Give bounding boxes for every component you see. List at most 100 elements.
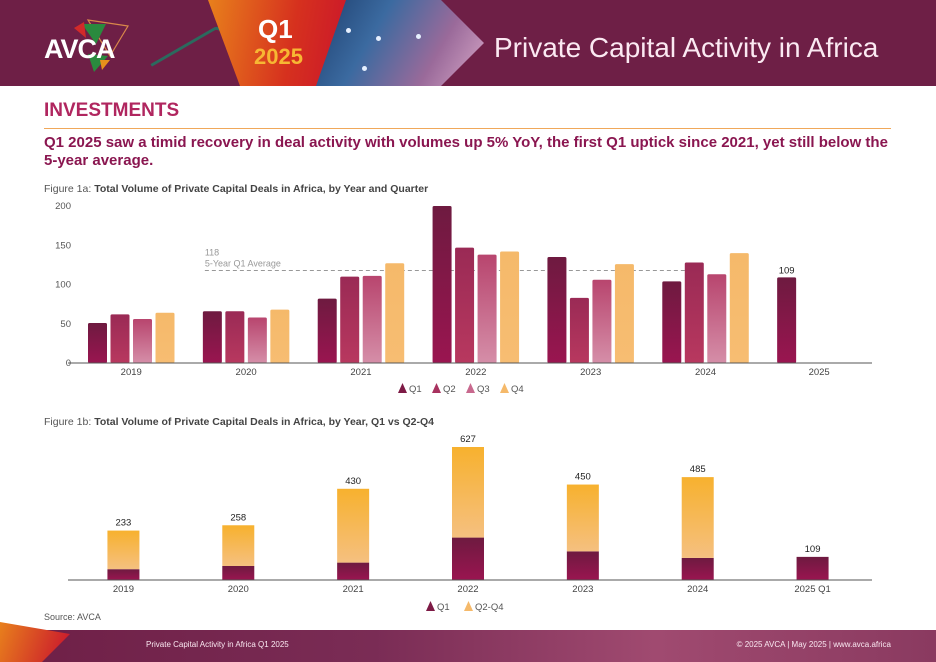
section-divider xyxy=(44,128,891,129)
x-tick-label: 2020 xyxy=(236,367,257,378)
bar-q1-2020 xyxy=(202,311,222,363)
legend-marker-q2-q4-icon xyxy=(464,601,473,611)
bar-q2-2019 xyxy=(110,314,130,363)
data-label: 109 xyxy=(779,265,795,276)
legend-marker-q3-icon xyxy=(466,383,475,393)
bar-q2-q4-2019 xyxy=(107,530,140,570)
figure-1a-chart: 0501001502001185-Year Q1 Average20192020… xyxy=(55,201,872,395)
total-label: 258 xyxy=(230,512,246,523)
legend-marker-q1-icon xyxy=(398,383,407,393)
bar-q2-2023 xyxy=(569,297,589,363)
bar-q1-2024 xyxy=(662,281,682,363)
bar-q1-2022 xyxy=(432,206,452,363)
bar-q2-2024 xyxy=(684,262,704,363)
total-label: 430 xyxy=(345,476,361,487)
bar-q3-2019 xyxy=(133,319,152,363)
bar-q1-2019 xyxy=(107,569,140,580)
y-tick-label: 200 xyxy=(55,201,71,212)
page-header: AVCA Q1 2025 Private Capital Activity in… xyxy=(0,0,936,86)
logo-text: AVCA xyxy=(44,34,116,64)
y-tick-label: 150 xyxy=(55,240,71,251)
x-tick-label: 2022 xyxy=(457,584,478,595)
bar-q4-2019 xyxy=(155,312,175,363)
bar-q2-2020 xyxy=(225,311,245,363)
bar-q2-q4-2024 xyxy=(681,477,714,558)
total-label: 627 xyxy=(460,434,476,445)
x-tick-label: 2022 xyxy=(465,367,486,378)
bar-q2-q4-2023 xyxy=(566,484,599,552)
total-label: 109 xyxy=(805,544,821,555)
figure-1a-title: Total Volume of Private Capital Deals in… xyxy=(94,183,429,195)
section-title: INVESTMENTS xyxy=(44,100,180,121)
total-label: 485 xyxy=(690,464,706,475)
reference-line-label: 5-Year Q1 Average xyxy=(205,258,281,268)
total-label: 450 xyxy=(575,472,591,483)
legend-label: Q3 xyxy=(477,384,490,395)
bar-q4-2024 xyxy=(729,253,749,363)
bar-q4-2022 xyxy=(500,251,520,363)
figure-1b-chart: 233 2019 258 2020 430 2021 627 2022 450 2023 485 20… xyxy=(68,434,872,613)
bar-q2-2021 xyxy=(340,276,360,363)
bar-q3-2024 xyxy=(707,274,727,363)
bar-q1-2022 xyxy=(452,537,484,580)
total-label: 233 xyxy=(115,518,131,529)
source-note: Source: AVCA xyxy=(44,612,101,622)
x-tick-label: 2019 xyxy=(113,584,134,595)
section-headline: Q1 2025 saw a timid recovery in deal act… xyxy=(44,134,888,169)
bar-q1-2020 xyxy=(222,566,255,580)
x-tick-label: 2019 xyxy=(121,367,142,378)
report-title: Private Capital Activity in Africa xyxy=(494,32,879,63)
bar-q2-q4-2020 xyxy=(222,525,255,566)
bar-q4-2020 xyxy=(270,309,290,363)
footer-report-name: Private Capital Activity in Africa Q1 20… xyxy=(146,640,289,649)
bar-q4-2021 xyxy=(385,263,405,363)
avca-logo: AVCA xyxy=(44,16,134,74)
x-tick-label: 2023 xyxy=(572,584,593,595)
x-tick-label: 2024 xyxy=(695,367,716,378)
bar-q3-2021 xyxy=(362,275,382,363)
x-tick-label: 2021 xyxy=(350,367,371,378)
badge-quarter: Q1 xyxy=(258,14,293,44)
x-tick-label: 2020 xyxy=(228,584,249,595)
bar-q3-2020 xyxy=(247,317,267,363)
legend-marker-q2-icon xyxy=(432,383,441,393)
x-tick-label: 2025 Q1 xyxy=(794,584,830,595)
x-tick-label: 2023 xyxy=(580,367,601,378)
bar-q1-2019 xyxy=(88,322,107,363)
bar-q4-2023 xyxy=(614,264,634,363)
bar-q2-q4-2022 xyxy=(452,447,484,538)
page-footer: Private Capital Activity in Africa Q1 20… xyxy=(0,630,936,662)
bar-q2-2022 xyxy=(455,247,475,363)
bar-q2-q4-2021 xyxy=(337,488,370,563)
x-tick-label: 2025 xyxy=(809,367,830,378)
legend-label: Q2 xyxy=(443,384,456,395)
bar-q1-2023 xyxy=(566,551,599,580)
x-tick-label: 2021 xyxy=(343,584,364,595)
legend-label: Q1 xyxy=(409,384,422,395)
figure-1a-label: Figure 1a: xyxy=(44,183,95,195)
x-tick-label: 2024 xyxy=(687,584,708,595)
bar-q1-2025 xyxy=(777,277,797,363)
legend-marker-q1-icon xyxy=(426,601,435,611)
footer-copyright: © 2025 AVCA | May 2025 | www.avca.africa xyxy=(736,640,891,649)
figure-1b-caption: Figure 1b: Total Volume of Private Capit… xyxy=(44,416,434,428)
bar-q1-2025-Q1 xyxy=(796,556,829,580)
bar-q1-2024 xyxy=(681,557,714,580)
bar-q3-2022 xyxy=(477,254,497,363)
bar-q1-2021 xyxy=(337,562,370,580)
legend-label: Q4 xyxy=(511,384,524,395)
logo-mark-icon xyxy=(74,19,129,72)
legend-marker-q4-icon xyxy=(500,383,509,393)
legend-label: Q2-Q4 xyxy=(475,602,504,613)
badge-year: 2025 xyxy=(254,44,303,69)
bar-q1-2023 xyxy=(547,257,567,363)
reference-value-label: 118 xyxy=(205,247,219,257)
bar-q3-2023 xyxy=(592,279,612,363)
y-tick-label: 100 xyxy=(55,280,71,291)
figure-1b-label: Figure 1b: xyxy=(44,416,95,428)
bar-q1-2021 xyxy=(317,298,337,363)
figure-1a-caption: Figure 1a: Total Volume of Private Capit… xyxy=(44,183,428,195)
legend-label: Q1 xyxy=(437,602,450,613)
figure-1b-title: Total Volume of Private Capital Deals in… xyxy=(94,416,435,428)
y-tick-label: 50 xyxy=(60,319,71,330)
